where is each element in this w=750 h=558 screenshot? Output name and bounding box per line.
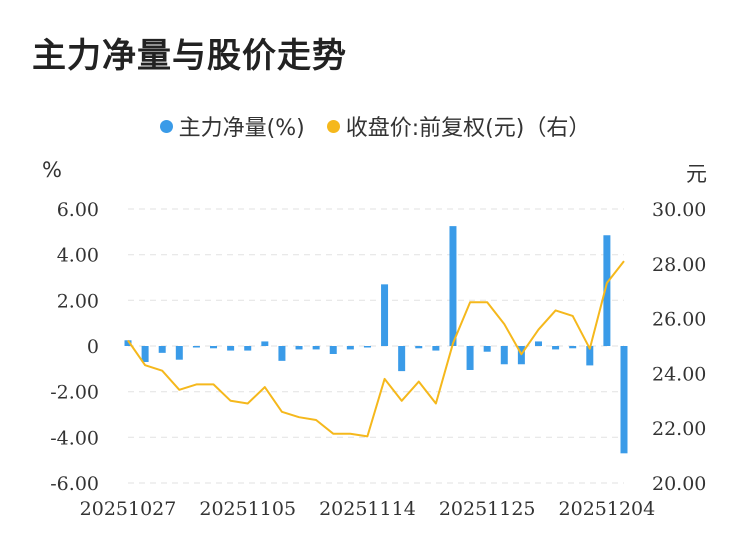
x-tick-label: 20251125 [439,498,536,520]
bar [141,346,149,362]
bar [415,346,423,349]
bar [500,346,508,365]
legend-label-net-volume: 主力净量(%) [178,116,305,141]
bar [586,346,594,366]
left-axis-unit: % [42,158,62,182]
bar [158,346,166,353]
x-tick-label: 20251204 [559,498,656,520]
bar [534,341,542,346]
bar [466,346,474,370]
bar [449,226,457,346]
legend-dot-bar-icon [159,119,173,133]
bar [363,346,371,348]
legend-item-close-price[interactable]: 收盘价:前复权(元)（右） [326,110,591,142]
bar [312,346,320,350]
chart-legend: 主力净量(%) 收盘价:前复权(元)（右） [0,110,750,142]
bar [295,346,303,350]
bar [398,346,406,372]
bar [329,346,337,354]
bar [124,340,132,346]
y-left-tick-label: -6.00 [50,473,99,495]
legend-item-net-volume[interactable]: 主力净量(%) [159,110,305,142]
bar [603,235,611,346]
bar [192,346,200,348]
x-tick-label: 20251114 [319,498,416,520]
y-left-tick-label: 4.00 [57,245,99,267]
y-right-tick-label: 22.00 [652,418,706,440]
legend-dot-line-icon [326,119,340,133]
y-right-tick-label: 30.00 [652,199,706,221]
bar [210,346,218,349]
bar [244,346,252,351]
bar [175,346,183,360]
y-right-tick-label: 26.00 [652,309,706,331]
y-left-tick-label: -2.00 [50,382,99,404]
legend-label-close-price: 收盘价:前复权(元)（右） [345,116,591,141]
y-left-tick-label: 6.00 [57,199,99,221]
x-tick-label: 20251105 [199,498,296,520]
bar [381,284,389,346]
bar [483,346,491,352]
bar [620,346,628,454]
y-left-tick-label: -4.00 [50,427,99,449]
bar [432,346,440,351]
chart-title: 主力净量与股价走势 [32,36,347,76]
y-right-tick-label: 20.00 [652,473,706,495]
bar [346,346,354,350]
y-left-tick-label: 2.00 [57,290,99,312]
y-left-tick-label: 0 [87,336,99,358]
right-axis-unit: 元 [686,162,707,186]
x-tick-label: 20251027 [80,498,177,520]
y-right-tick-label: 28.00 [652,254,706,276]
bar [569,346,577,349]
y-right-tick-label: 24.00 [652,363,706,385]
bar [261,341,269,346]
bar [278,346,286,361]
bar [227,346,235,351]
price-line [127,260,625,438]
bar [552,346,560,350]
